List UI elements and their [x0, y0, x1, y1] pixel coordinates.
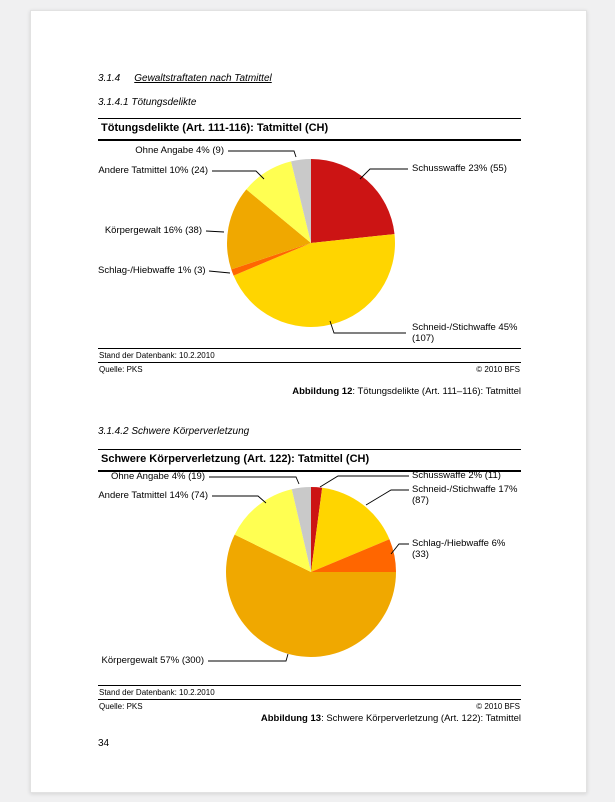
- chart-1-caption-text: : Tötungsdelikte (Art. 111–116): Tatmitt…: [352, 386, 521, 397]
- chart-1-footer-rule-1: [98, 348, 521, 349]
- pie-1-label-ohne-angabe: Ohne Angabe 4% (9): [135, 145, 224, 156]
- pie-slice-6: [291, 487, 311, 572]
- subsection-heading-1: 3.1.4.1 Tötungsdelikte: [98, 97, 197, 108]
- pie-slice-2: [311, 487, 390, 572]
- chart-2-source: Quelle: PKS: [99, 702, 143, 711]
- pie-2-label-koerpergewalt: Körpergewalt 57% (300): [101, 655, 204, 666]
- pie-1-label-schlag-hiebwaffe: Schlag-/Hiebwaffe 1% (3): [98, 265, 206, 276]
- chart-2-plot: Ohne Angabe 4% (19) Andere Tatmittel 14%…: [98, 470, 521, 685]
- chart-2-top-rule: [98, 449, 521, 450]
- chart-1-footer-rule-2: [98, 362, 521, 363]
- pie-slice-3: [311, 539, 396, 572]
- chart-1-caption: Abbildung 12: Tötungsdelikte (Art. 111–1…: [98, 386, 521, 397]
- pie-2-slices: [226, 487, 396, 657]
- chart-2-footer-rule-1: [98, 685, 521, 686]
- pie-2-label-andere-tatmittel: Andere Tatmittel 14% (74): [98, 490, 208, 501]
- chart-1-plot: Ohne Angabe 4% (9) Andere Tatmittel 10% …: [98, 141, 521, 348]
- document-page: 3.1.4 Gewaltstraftaten nach Tatmittel 3.1…: [30, 10, 587, 793]
- pie-slice-1: [311, 159, 395, 243]
- subsection-heading-2: 3.1.4.2 Schwere Körperverletzung: [98, 426, 250, 437]
- chart-1-title: Tötungsdelikte (Art. 111-116): Tatmittel…: [101, 122, 329, 134]
- pie-1-slices: [226, 159, 395, 327]
- pie-2-label-schusswaffe: Schusswaffe 2% (11): [412, 470, 501, 481]
- chart-2-footer-rule-2: [98, 699, 521, 700]
- chart-1-database-note: Stand der Datenbank: 10.2.2010: [99, 351, 215, 360]
- pie-slice-2: [233, 234, 395, 327]
- chart-2-caption-text: : Schwere Körperverletzung (Art. 122): T…: [321, 713, 521, 724]
- chart-2-title-rule: [98, 470, 521, 472]
- section-title: Gewaltstraftaten nach Tatmittel: [134, 73, 272, 84]
- chart-2-caption-number: Abbildung 13: [260, 713, 322, 724]
- page-number: 34: [98, 738, 110, 749]
- pie-slice-3: [231, 243, 311, 276]
- pie-chart-1: [205, 150, 408, 334]
- pie-1-label-schusswaffe: Schusswaffe 23% (55): [412, 163, 507, 174]
- chart-1-box: Tötungsdelikte (Art. 111-116): Tatmittel…: [98, 118, 521, 376]
- section-heading: 3.1.4 Gewaltstraftaten nach Tatmittel: [98, 73, 272, 84]
- chart-1-caption-number: Abbildung 12: [292, 386, 353, 397]
- pie-1-label-koerpergewalt: Körpergewalt 16% (38): [104, 225, 202, 236]
- pie-1-label-andere-tatmittel: Andere Tatmittel 10% (24): [98, 165, 208, 176]
- chart-2-caption: Abbildung 13: Schwere Körperverletzung (…: [98, 713, 521, 724]
- chart-2-database-note: Stand der Datenbank: 10.2.2010: [99, 688, 215, 697]
- chart-2-box: Schwere Körperverletzung (Art. 122): Tat…: [98, 449, 521, 712]
- pie-slice-6: [291, 159, 311, 243]
- section-number: 3.1.4: [98, 73, 121, 84]
- pie-2-callout-lines: [208, 475, 409, 662]
- chart-2-copyright: © 2010 BFS: [476, 702, 520, 711]
- chart-1-title-rule: [98, 139, 521, 141]
- chart-2-source-row: Quelle: PKS © 2010 BFS: [99, 702, 520, 711]
- chart-1-source: Quelle: PKS: [99, 365, 143, 374]
- pie-slice-1: [311, 487, 323, 572]
- pie-1-callout-lines: [205, 150, 408, 334]
- pie-slice-4: [226, 189, 311, 270]
- pie-slice-5: [234, 489, 311, 572]
- pie-chart-2: [208, 475, 409, 662]
- pie-1-label-schneid-stichwaffe: Schneid-/Stichwaffe 45% (107): [412, 322, 518, 344]
- chart-1-source-row: Quelle: PKS © 2010 BFS: [99, 365, 520, 374]
- pie-2-label-schlag-hiebwaffe: Schlag-/Hiebwaffe 6% (33): [412, 538, 506, 560]
- chart-1-copyright: © 2010 BFS: [476, 365, 520, 374]
- chart-1-top-rule: [98, 118, 521, 119]
- pie-2-label-schneid-stichwaffe: Schneid-/Stichwaffe 17% (87): [412, 484, 518, 506]
- chart-2-title: Schwere Körperverletzung (Art. 122): Tat…: [101, 453, 370, 465]
- pie-slice-4: [226, 534, 396, 657]
- pie-2-label-ohne-angabe: Ohne Angabe 4% (19): [110, 471, 205, 482]
- pie-slice-5: [246, 161, 311, 243]
